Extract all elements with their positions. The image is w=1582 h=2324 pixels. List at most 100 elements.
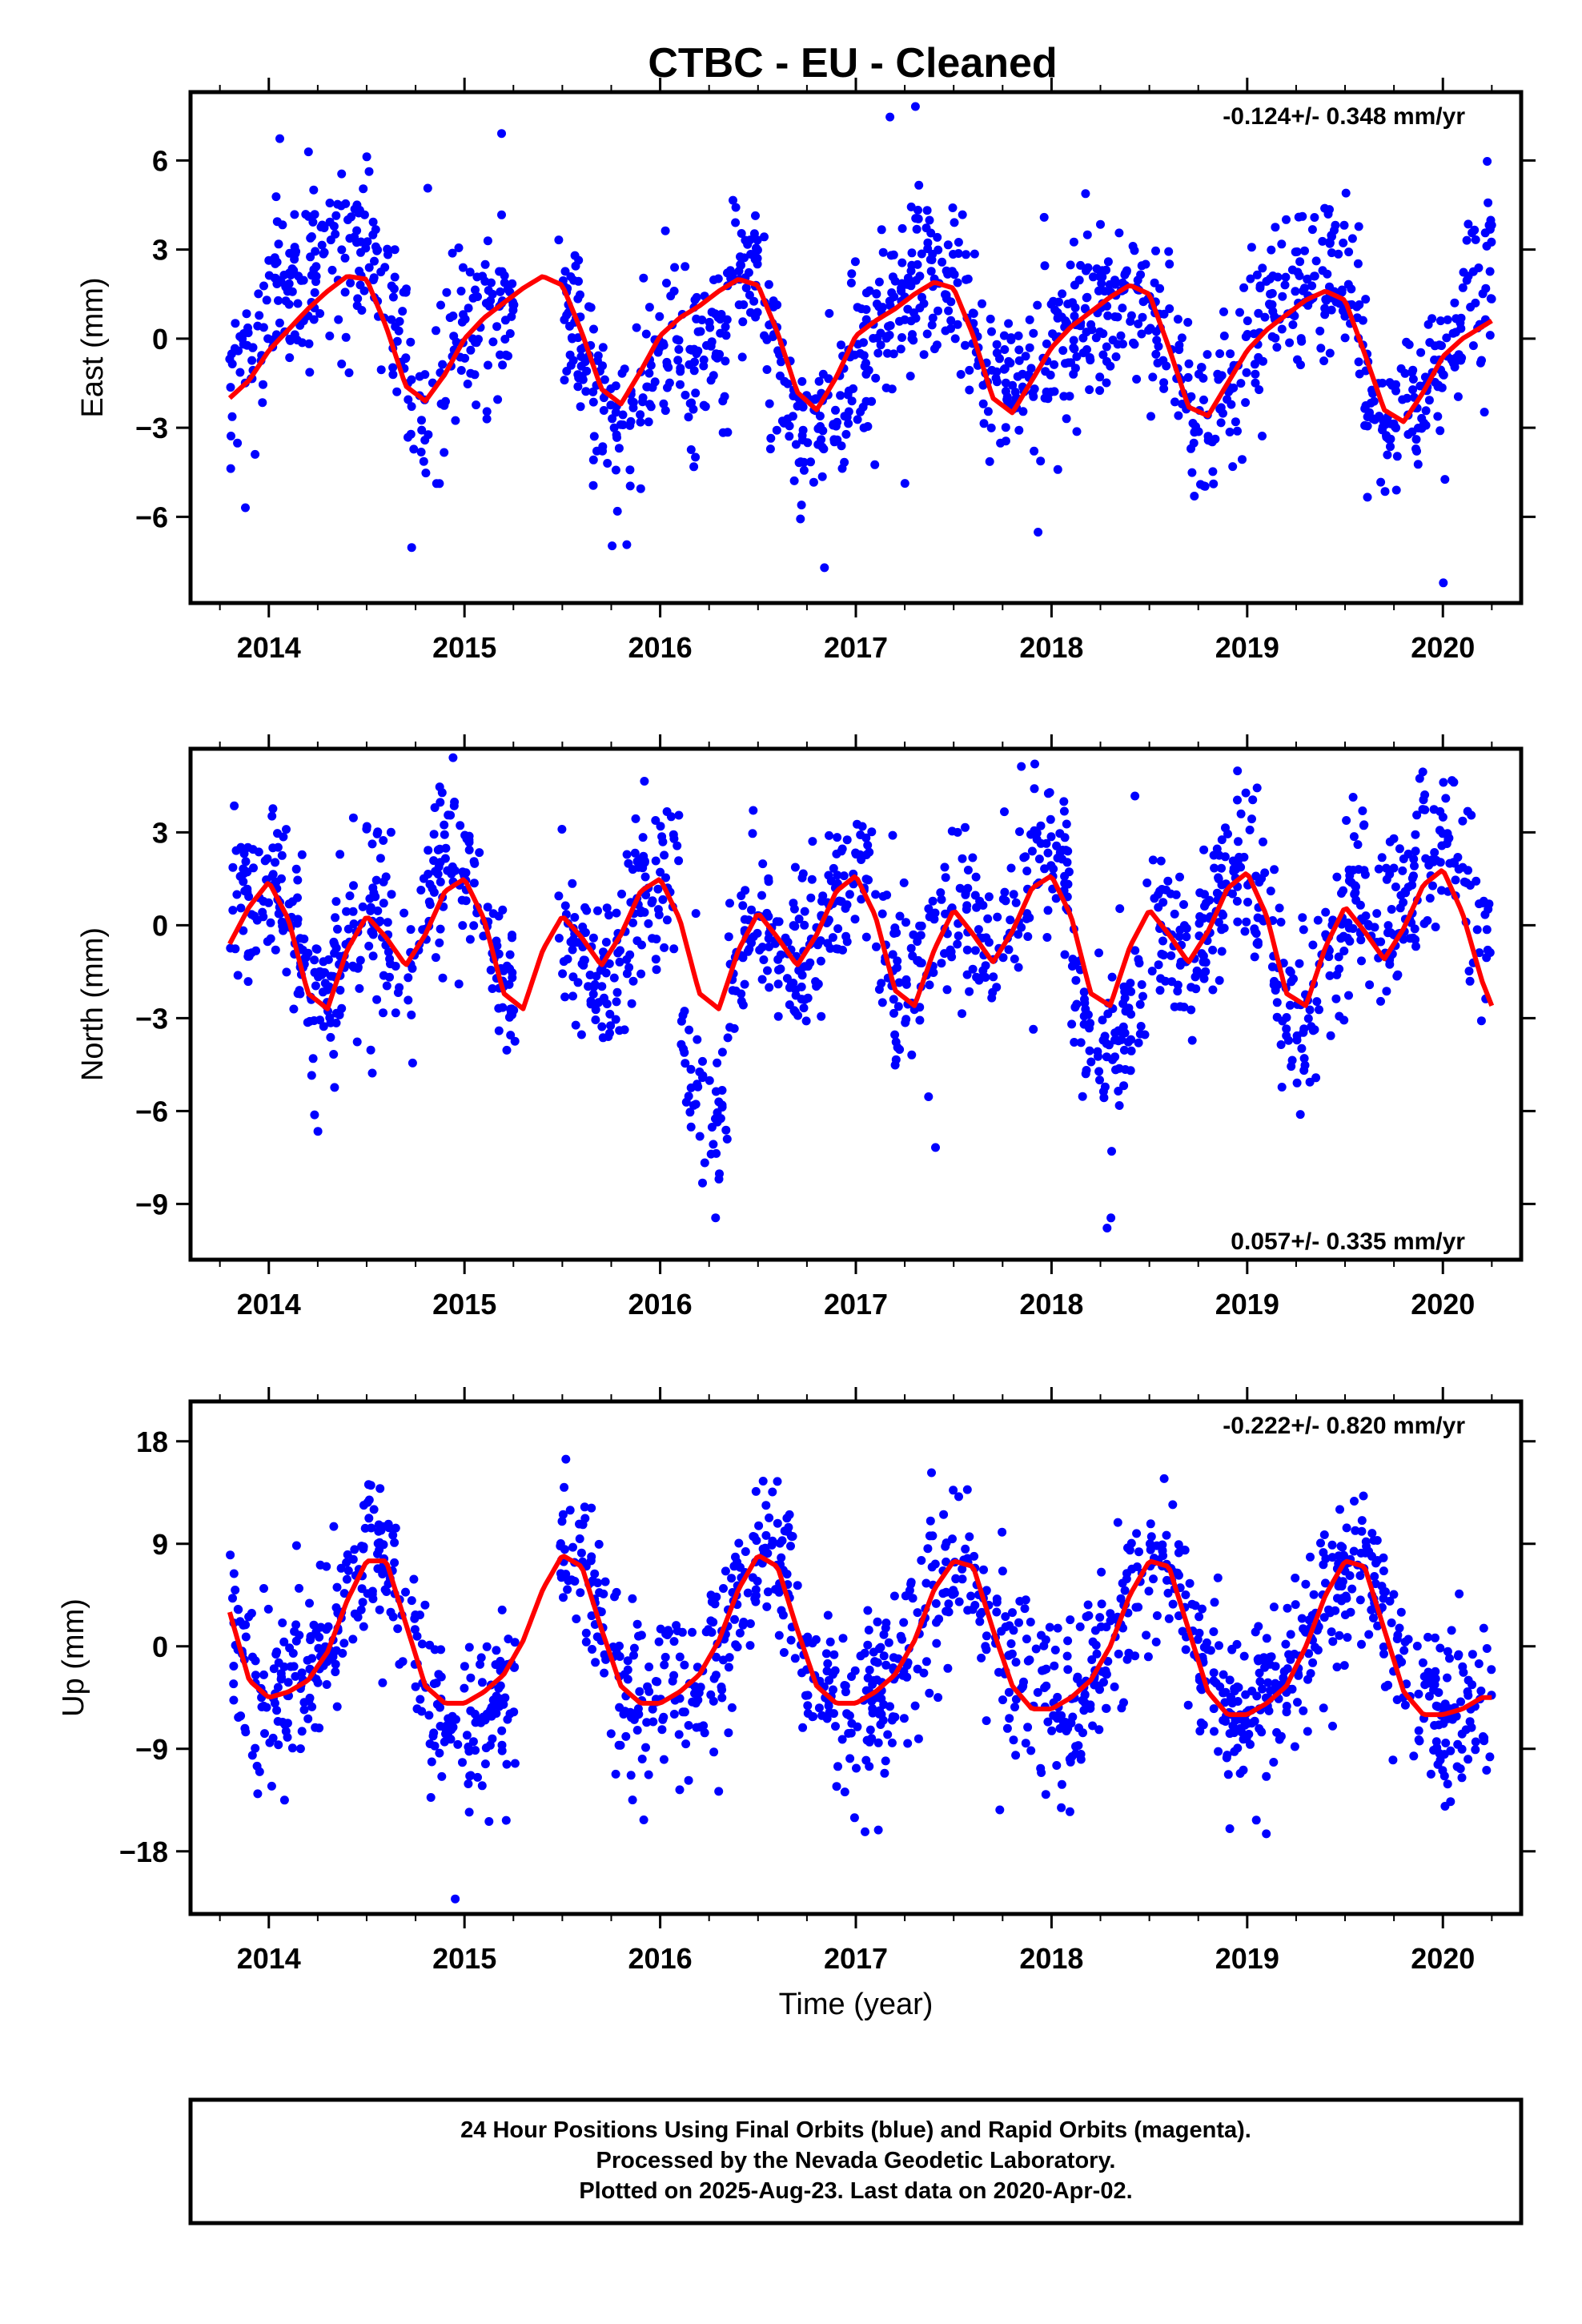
east-data-point: [1290, 312, 1299, 320]
north-data-point: [714, 1174, 724, 1184]
east-data-point: [484, 286, 493, 296]
up-data-point: [1434, 1688, 1443, 1697]
up-data-point: [364, 1495, 374, 1505]
east-data-point: [933, 232, 942, 242]
north-data-point: [425, 879, 435, 889]
east-data-point: [1411, 444, 1420, 453]
east-data-point: [1228, 462, 1238, 472]
east-data-point: [1361, 295, 1371, 304]
up-data-point: [768, 1487, 777, 1497]
east-data-point: [1319, 356, 1329, 366]
north-data-point: [662, 915, 672, 925]
east-data-point: [885, 112, 895, 122]
north-data-point: [429, 856, 439, 866]
east-data-point: [836, 391, 845, 400]
up-data-point: [879, 1651, 889, 1661]
up-data-point: [712, 1652, 721, 1662]
east-data-point: [1396, 364, 1406, 373]
east-data-point: [907, 248, 917, 258]
up-data-point: [998, 1695, 1007, 1705]
north-data-point: [861, 850, 871, 859]
north-data-point: [1121, 1007, 1130, 1016]
north-data-point: [1126, 1035, 1136, 1044]
east-data-point: [897, 333, 906, 342]
east-data-point: [500, 271, 509, 280]
east-data-point: [773, 300, 782, 310]
east-data-point: [259, 380, 267, 389]
north-data-point: [1411, 935, 1420, 944]
up-data-point: [1221, 1687, 1231, 1697]
north-data-point: [430, 803, 440, 812]
north-data-point: [379, 971, 388, 980]
north-data-point: [829, 863, 838, 873]
east-data-point: [1335, 299, 1344, 308]
footer-line-3: Plotted on 2025-Aug-23. Last data on 202…: [579, 2178, 1132, 2204]
east-data-point: [1347, 234, 1357, 243]
east-data-point: [484, 360, 492, 370]
east-data-point: [227, 349, 236, 359]
east-data-point: [438, 360, 448, 369]
east-data-point: [814, 376, 824, 386]
east-data-point: [254, 289, 263, 299]
east-data-point: [1049, 296, 1058, 306]
up-data-point: [590, 1569, 600, 1578]
east-data-point: [766, 433, 776, 443]
east-data-point: [1053, 464, 1062, 474]
north-data-point: [1305, 1005, 1315, 1015]
east-data-point: [638, 393, 648, 403]
up-data-point: [821, 1712, 831, 1722]
north-data-point: [1214, 918, 1223, 927]
east-data-point: [580, 355, 590, 364]
north-data-point: [1235, 852, 1244, 862]
north-data-point: [1162, 885, 1170, 895]
north-data-point: [1119, 1081, 1129, 1091]
east-data-point: [665, 378, 674, 388]
up-data-point: [1149, 1574, 1158, 1584]
east-data-point: [1251, 369, 1260, 379]
east-data-point: [922, 206, 932, 215]
up-data-point: [591, 1658, 600, 1667]
east-data-point: [1424, 396, 1434, 405]
north-data-point: [1215, 975, 1224, 985]
north-points: [226, 753, 1495, 1232]
up-data-point: [1146, 1532, 1156, 1542]
east-data-point: [1036, 456, 1046, 466]
north-data-point: [506, 1031, 516, 1040]
up-data-point: [350, 1609, 359, 1618]
north-data-point: [1217, 863, 1226, 873]
east-data-point: [1173, 315, 1182, 324]
north-data-point: [310, 955, 319, 965]
east-data-point: [1014, 331, 1023, 340]
up-data-point: [1116, 1594, 1126, 1603]
north-data-point: [1400, 887, 1410, 896]
up-data-point: [1083, 1600, 1093, 1610]
north-data-point: [850, 915, 860, 924]
north-data-point: [907, 1050, 917, 1059]
up-data-point: [803, 1701, 813, 1711]
east-data-point: [1001, 378, 1010, 388]
north-data-point: [231, 846, 241, 855]
east-data-point: [718, 396, 728, 406]
east-data-point: [943, 240, 953, 250]
east-data-point: [858, 402, 868, 412]
up-data-point: [268, 1733, 278, 1743]
up-y-tick-label: 18: [136, 1425, 168, 1458]
north-data-point: [782, 974, 792, 983]
footer-line-1: 24 Hour Positions Using Final Orbits (bl…: [460, 2117, 1251, 2143]
up-data-point: [497, 1740, 507, 1750]
up-data-point: [932, 1618, 941, 1627]
north-data-point: [748, 829, 757, 838]
east-data-point: [492, 322, 502, 332]
up-data-point: [1283, 1603, 1292, 1613]
up-x-tick-label: 2017: [824, 1942, 888, 1975]
east-data-point: [409, 444, 419, 454]
north-data-point: [931, 1143, 940, 1152]
east-data-point: [331, 211, 341, 220]
up-data-point: [570, 1577, 580, 1586]
north-data-point: [571, 1020, 580, 1030]
east-data-point: [1072, 427, 1082, 436]
north-data-point: [652, 965, 661, 975]
up-data-point: [226, 1550, 235, 1560]
up-data-point: [885, 1702, 894, 1711]
up-data-point: [1026, 1746, 1036, 1755]
